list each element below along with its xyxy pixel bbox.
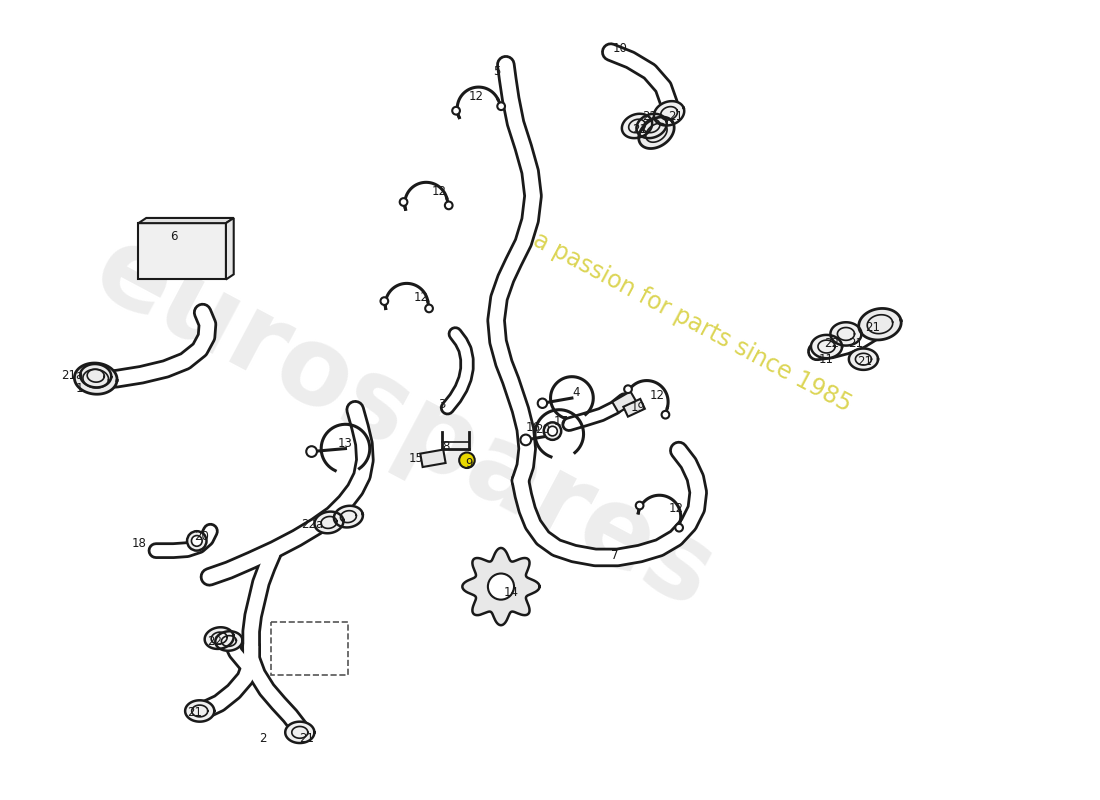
Circle shape xyxy=(306,446,317,457)
Text: 11: 11 xyxy=(818,353,834,366)
Circle shape xyxy=(675,524,683,531)
Circle shape xyxy=(488,574,514,600)
Text: 20: 20 xyxy=(195,530,209,542)
Polygon shape xyxy=(216,631,242,650)
Text: 22a: 22a xyxy=(301,518,323,531)
Polygon shape xyxy=(139,218,233,223)
Polygon shape xyxy=(334,506,363,527)
Text: 21: 21 xyxy=(187,706,202,719)
Text: eurospares: eurospares xyxy=(76,216,732,631)
Text: a passion for parts since 1985: a passion for parts since 1985 xyxy=(529,228,856,417)
Text: 21: 21 xyxy=(866,321,880,334)
Polygon shape xyxy=(420,450,446,467)
Text: 22: 22 xyxy=(642,110,657,122)
Text: 12: 12 xyxy=(669,502,684,515)
Circle shape xyxy=(520,434,531,446)
Polygon shape xyxy=(621,114,652,138)
Text: 13: 13 xyxy=(338,438,352,450)
Polygon shape xyxy=(185,700,214,722)
Polygon shape xyxy=(315,512,343,534)
Text: 7: 7 xyxy=(610,549,618,562)
Polygon shape xyxy=(624,399,645,417)
Polygon shape xyxy=(613,391,637,413)
Polygon shape xyxy=(226,218,233,279)
Text: 12: 12 xyxy=(469,90,484,103)
Circle shape xyxy=(497,102,505,110)
Polygon shape xyxy=(637,114,667,138)
Circle shape xyxy=(426,305,433,312)
Circle shape xyxy=(191,535,202,546)
Polygon shape xyxy=(639,117,674,149)
Text: 12: 12 xyxy=(432,185,447,198)
Text: 16: 16 xyxy=(526,421,540,434)
Text: 21: 21 xyxy=(848,337,862,350)
Circle shape xyxy=(548,426,558,436)
Text: 19: 19 xyxy=(630,402,646,414)
Polygon shape xyxy=(205,627,233,649)
Text: 22: 22 xyxy=(825,337,839,350)
Circle shape xyxy=(187,531,207,550)
Circle shape xyxy=(543,422,561,440)
Polygon shape xyxy=(80,364,111,387)
Polygon shape xyxy=(285,722,315,743)
Text: 1: 1 xyxy=(76,382,84,395)
Text: 8: 8 xyxy=(442,440,450,453)
Text: 6: 6 xyxy=(170,230,178,243)
Text: 9: 9 xyxy=(465,457,473,470)
Text: 10: 10 xyxy=(613,42,628,54)
Text: 15: 15 xyxy=(408,452,424,465)
Circle shape xyxy=(399,198,407,206)
Polygon shape xyxy=(75,363,117,394)
Text: 4: 4 xyxy=(572,386,580,398)
Circle shape xyxy=(636,502,644,510)
Polygon shape xyxy=(811,335,843,358)
Circle shape xyxy=(452,107,460,114)
Text: 12: 12 xyxy=(414,291,429,305)
Text: 21: 21 xyxy=(632,123,648,136)
Polygon shape xyxy=(830,322,861,346)
Circle shape xyxy=(538,398,547,408)
Text: 18: 18 xyxy=(131,538,146,550)
Text: 14: 14 xyxy=(504,586,519,599)
Text: 5: 5 xyxy=(494,65,501,78)
Polygon shape xyxy=(859,309,901,340)
Polygon shape xyxy=(849,349,878,370)
Text: 20: 20 xyxy=(535,422,550,436)
Text: 2: 2 xyxy=(260,732,266,745)
Polygon shape xyxy=(139,223,226,279)
Text: 17: 17 xyxy=(554,415,569,428)
Polygon shape xyxy=(653,101,684,126)
Text: 21: 21 xyxy=(858,354,872,368)
Text: 3: 3 xyxy=(438,398,446,411)
Text: 12: 12 xyxy=(650,389,664,402)
Circle shape xyxy=(459,453,475,468)
Text: 21: 21 xyxy=(299,732,315,745)
Polygon shape xyxy=(462,548,540,626)
Circle shape xyxy=(624,386,631,393)
Circle shape xyxy=(444,202,452,210)
Circle shape xyxy=(381,298,388,305)
Text: 21a: 21a xyxy=(60,370,84,382)
Text: 22: 22 xyxy=(207,634,222,647)
Text: 21: 21 xyxy=(669,110,683,122)
Circle shape xyxy=(661,411,669,418)
